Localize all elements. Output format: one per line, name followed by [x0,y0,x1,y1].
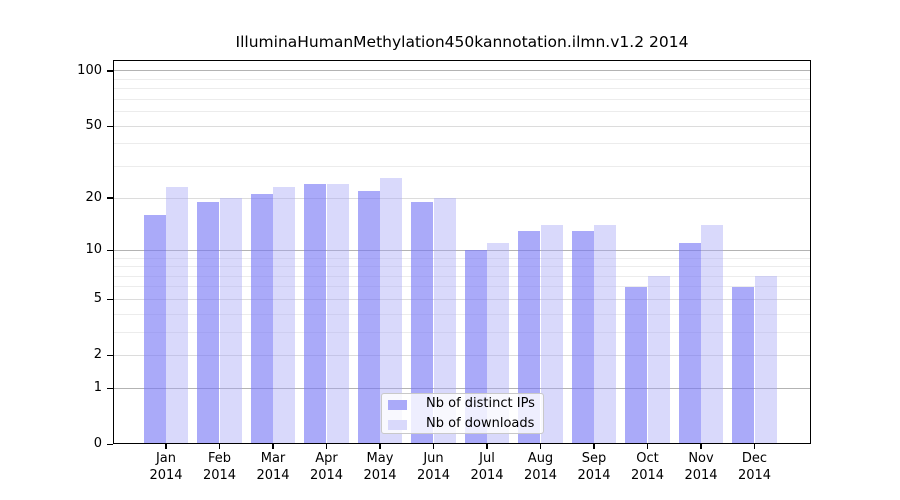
bar-mar-nb-of-downloads [273,187,296,444]
gridline-50 [114,125,810,127]
bar-aug-nb-of-downloads [540,225,563,444]
bar-dec-nb-of-downloads [754,276,777,444]
gridline-20 [114,197,810,199]
chart-title: IlluminaHumanMethylation450kannotation.i… [235,33,689,51]
bar-jan-nb-of-distinct-ips [143,215,166,444]
gridline-90 [114,78,810,80]
x-tick-mark-may [379,444,381,449]
bar-apr-nb-of-distinct-ips [304,183,327,444]
gridline-70 [114,99,810,100]
x-tick-label-oct: Oct 2014 [630,451,665,483]
x-tick-mark-aug [539,444,542,449]
y-tick-mark-10 [107,249,113,252]
x-tick-mark-sep [593,444,595,449]
y-tick-mark-0 [107,443,113,445]
y-tick-label-0: 0 [93,436,102,452]
bar-oct-nb-of-distinct-ips [625,286,648,444]
gridline-80 [114,88,810,90]
x-tick-mark-mar [272,444,274,449]
x-tick-mark-jul [486,444,488,449]
bar-may-nb-of-distinct-ips [357,190,380,444]
bar-nov-nb-of-distinct-ips [678,243,701,444]
y-tick-label-2: 2 [93,347,102,363]
x-tick-label-nov: Nov 2014 [684,451,718,483]
bar-may-nb-of-downloads [380,177,403,444]
legend-label-distinct-ips: Nb of distinct IPs [426,396,535,411]
legend-label-downloads: Nb of downloads [426,416,535,431]
bar-feb-nb-of-downloads [219,198,242,444]
y-tick-label-100: 100 [77,62,102,78]
gridline-100 [114,70,810,72]
gridline-2 [114,354,810,356]
legend-swatch-distinct-ips [388,400,407,410]
y-tick-mark-50 [107,125,113,127]
bar-jan-nb-of-downloads [166,187,189,444]
gridline-40 [114,143,810,145]
x-tick-mark-apr [325,444,328,449]
x-tick-mark-nov [700,444,702,449]
x-tick-label-sep: Sep 2014 [577,451,611,483]
gridline-9 [114,257,810,259]
gridline-7 [114,275,810,277]
gridline-3 [114,331,810,333]
gridline-6 [114,286,810,288]
x-tick-mark-jun [432,444,435,449]
x-tick-mark-dec [753,444,756,449]
bar-jun-nb-of-downloads [433,198,456,444]
x-tick-label-apr: Apr 2014 [309,451,344,483]
y-tick-mark-100 [107,70,113,72]
bar-feb-nb-of-distinct-ips [197,201,220,444]
bar-apr-nb-of-downloads [326,183,349,444]
gridline-10 [114,249,810,251]
y-tick-label-20: 20 [85,190,102,206]
x-tick-label-jan: Jan 2014 [149,451,183,483]
x-tick-label-may: May 2014 [363,451,397,483]
legend: Nb of distinct IPs Nb of downloads [381,393,544,434]
x-tick-mark-feb [218,444,221,449]
bar-aug-nb-of-distinct-ips [518,230,541,444]
bar-nov-nb-of-downloads [701,225,724,444]
x-tick-label-mar: Mar 2014 [256,451,290,483]
x-tick-label-dec: Dec 2014 [737,451,772,483]
x-tick-label-jul: Jul 2014 [470,451,504,483]
bar-sep-nb-of-downloads [594,225,617,444]
bar-sep-nb-of-distinct-ips [571,230,594,444]
bar-dec-nb-of-distinct-ips [732,286,755,444]
y-tick-label-10: 10 [85,242,102,258]
legend-swatch-downloads [388,420,407,430]
y-tick-mark-2 [107,354,113,357]
gridline-5 [114,298,810,300]
y-tick-mark-1 [107,387,113,389]
gridline-30 [114,166,810,168]
x-tick-label-jun: Jun 2014 [416,451,451,483]
gridline-4 [114,313,810,315]
y-tick-label-5: 5 [93,291,102,307]
y-tick-label-1: 1 [93,380,102,396]
x-tick-mark-jan [165,444,167,449]
y-tick-mark-5 [107,298,113,301]
gridline-60 [114,111,810,113]
bar-jun-nb-of-distinct-ips [411,201,434,444]
x-tick-label-aug: Aug 2014 [523,451,558,483]
bar-oct-nb-of-downloads [647,276,670,444]
gridline-8 [114,266,810,268]
bar-mar-nb-of-distinct-ips [250,194,273,444]
x-tick-mark-oct [646,444,649,449]
gridline-1 [114,387,810,389]
y-tick-mark-20 [107,197,113,199]
x-tick-label-feb: Feb 2014 [202,451,237,483]
y-tick-label-50: 50 [85,118,102,134]
